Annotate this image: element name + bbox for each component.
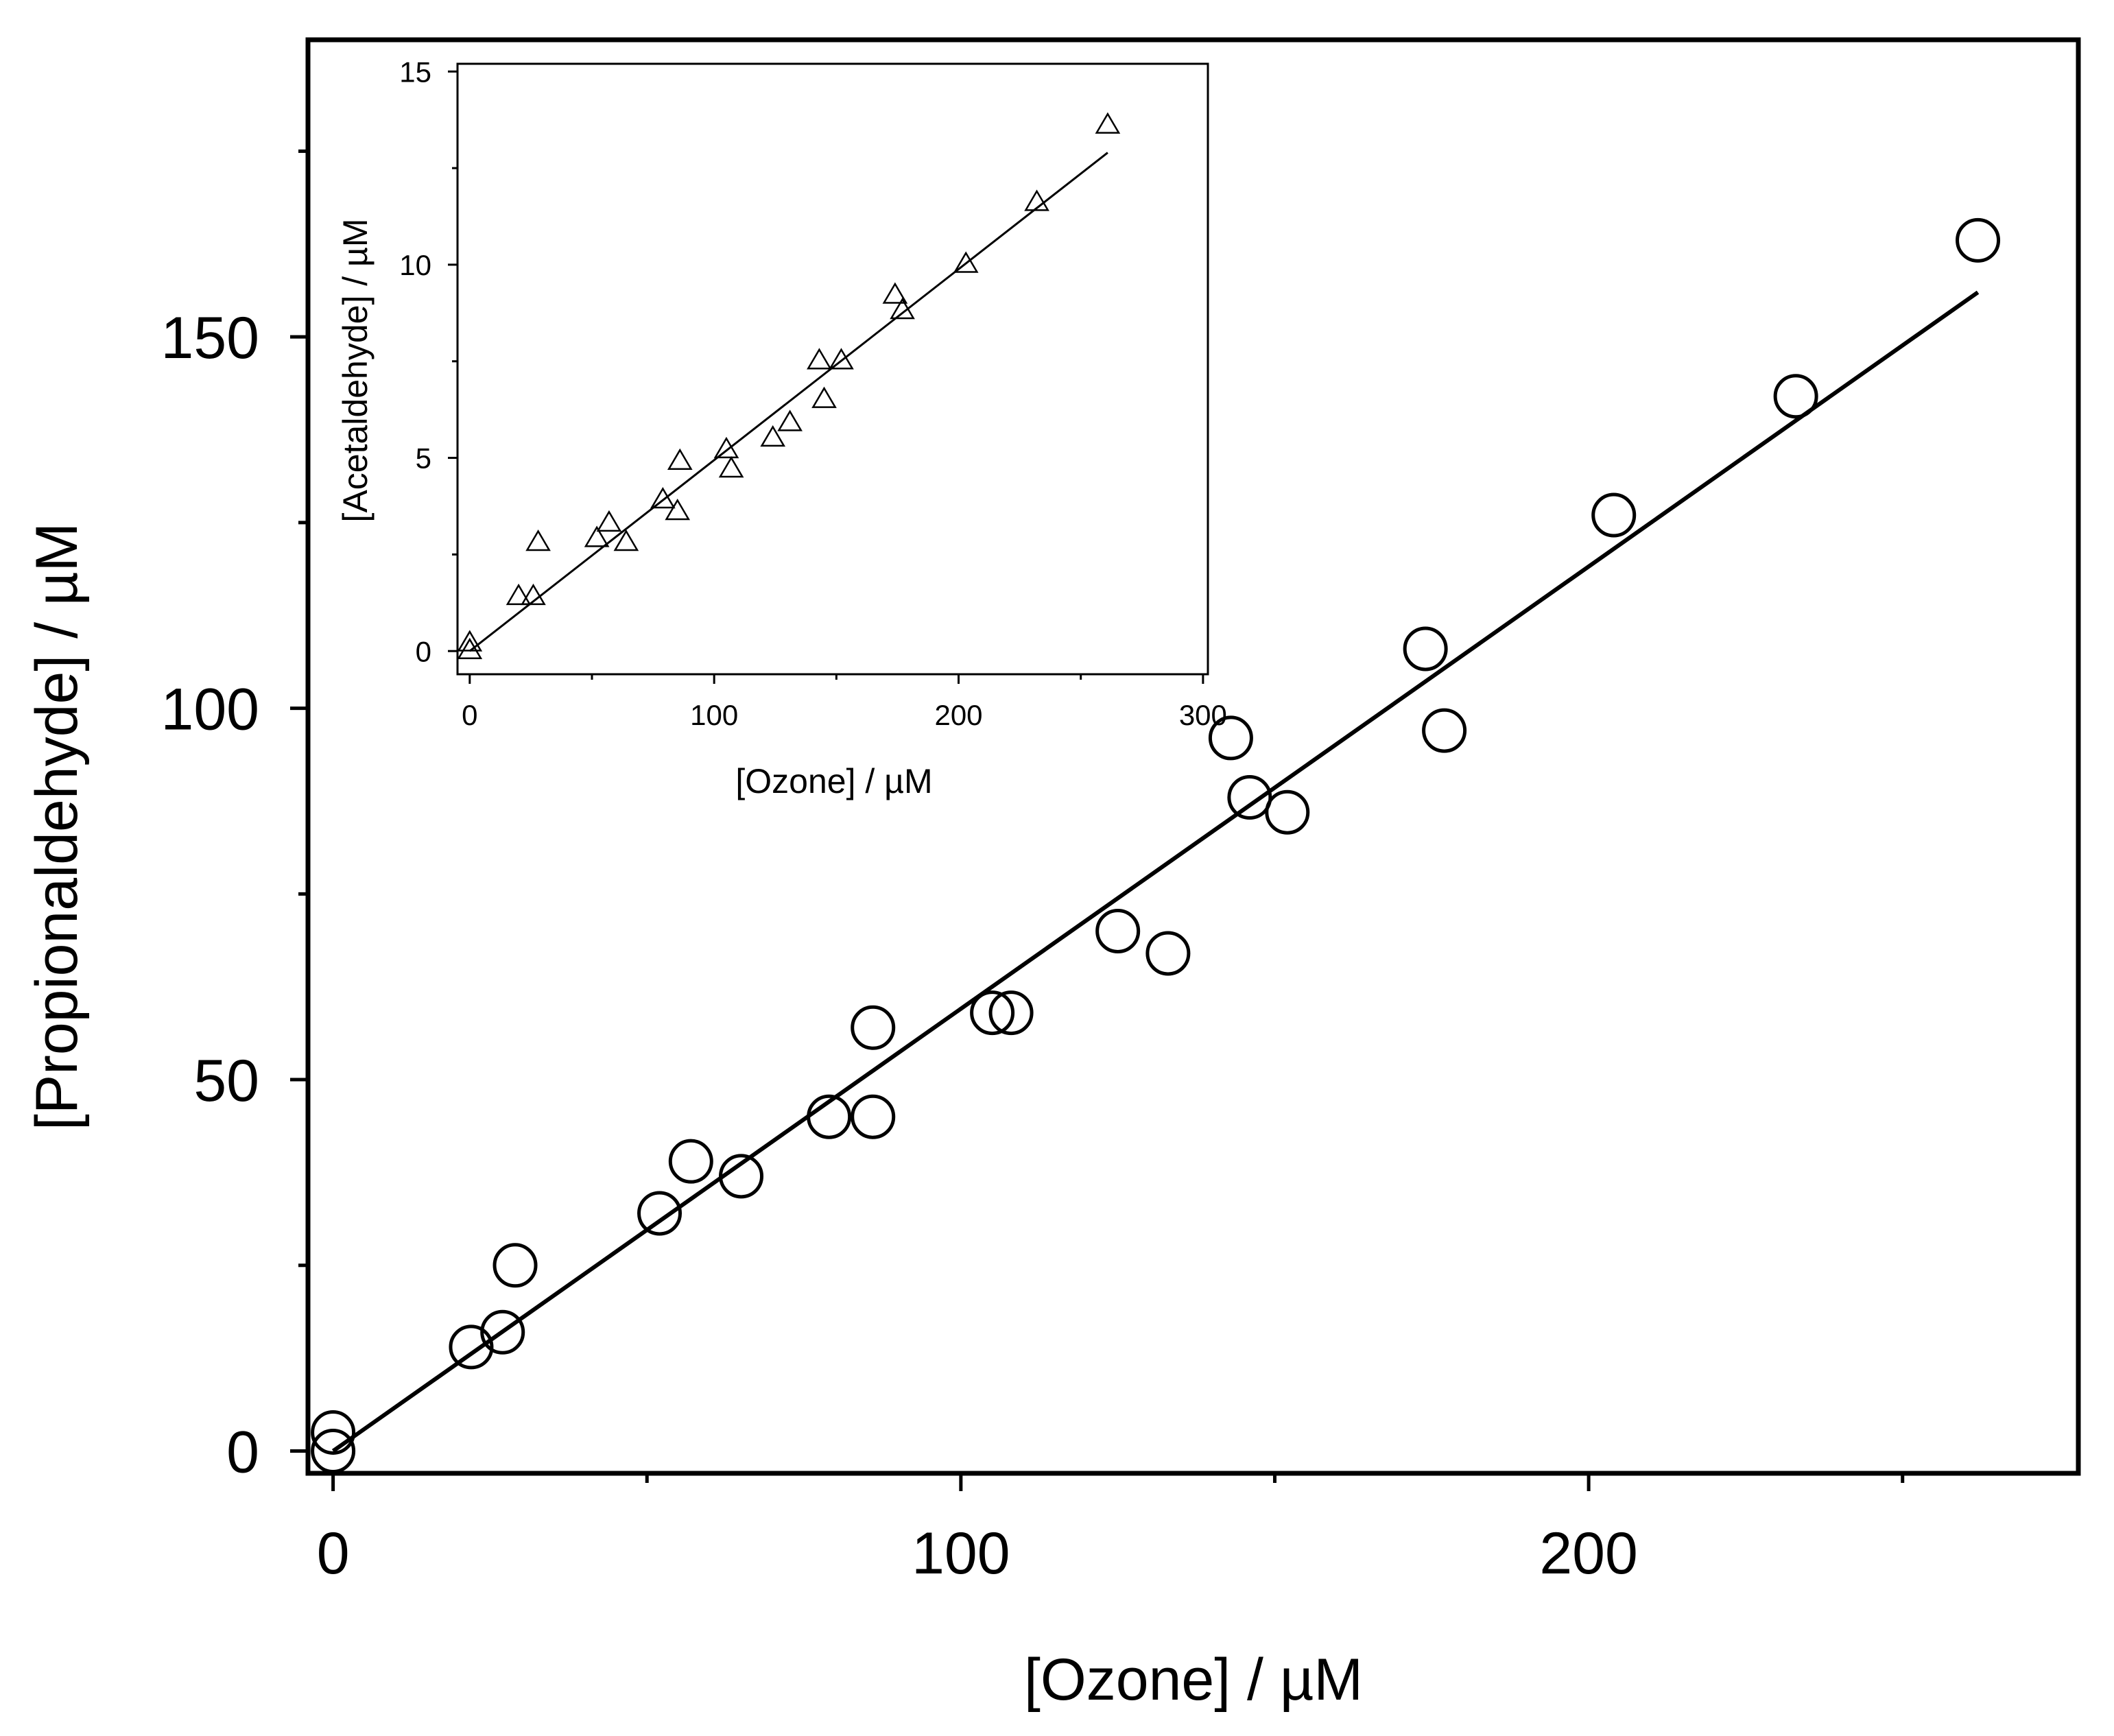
x-tick-label: 100 [912, 1521, 1010, 1586]
data-point [584, 525, 610, 547]
data-point [1024, 189, 1049, 211]
data-point [970, 990, 1015, 1036]
data-point [311, 1410, 356, 1455]
main-ticks [290, 149, 1905, 1491]
data-point [1145, 931, 1191, 976]
data-point [811, 386, 837, 408]
inset-fit-line [468, 152, 1108, 652]
inset-x-axis-label: [Ozone] / µM [735, 762, 932, 800]
data-point [718, 455, 744, 478]
data-point [668, 1139, 713, 1184]
data-point [650, 487, 676, 509]
inset-ticks [448, 70, 1204, 684]
data-point [637, 1191, 682, 1236]
data-point [890, 298, 915, 320]
main-x-axis-label: [Ozone] / µM [1024, 1647, 1363, 1713]
inset-data-points [457, 112, 1121, 659]
x-tick-label: 300 [1179, 699, 1227, 731]
main-y-axis-label: [Propionaldehyde] / µM [24, 523, 90, 1130]
y-tick-label: 5 [416, 442, 431, 475]
data-point [667, 448, 693, 470]
data-point [851, 1094, 896, 1139]
data-point [829, 348, 854, 370]
data-point [457, 637, 483, 659]
data-point [665, 498, 691, 521]
x-tick-label: 100 [690, 699, 738, 731]
data-point [613, 530, 639, 551]
data-point [807, 348, 832, 370]
data-point [713, 436, 739, 459]
data-point [1591, 492, 1637, 538]
data-point [1422, 708, 1467, 753]
data-point [1956, 217, 2001, 263]
y-tick-label: 10 [399, 249, 431, 281]
data-point [777, 409, 803, 431]
data-point [1095, 112, 1121, 134]
y-tick-label: 50 [193, 1048, 259, 1114]
y-tick-label: 150 [161, 305, 260, 371]
x-tick-label: 0 [462, 699, 477, 731]
data-point [311, 1429, 356, 1474]
data-point [521, 583, 546, 606]
data-point [882, 282, 908, 304]
data-point [457, 630, 483, 652]
data-point [1227, 775, 1272, 820]
y-tick-label: 100 [161, 677, 260, 743]
data-point [807, 1094, 852, 1139]
data-point [596, 510, 622, 532]
data-point [1265, 789, 1310, 835]
data-point [449, 1324, 494, 1370]
data-point [851, 1005, 896, 1050]
data-point [1095, 908, 1141, 953]
data-point [719, 1154, 764, 1199]
main-fit-line [331, 290, 1980, 1453]
x-tick-label: 0 [317, 1521, 350, 1586]
data-point [1208, 715, 1253, 761]
data-point [492, 1243, 538, 1288]
y-tick-label: 15 [399, 56, 431, 88]
main-plot-frame [305, 37, 2081, 1476]
x-tick-label: 200 [1539, 1521, 1638, 1586]
data-point [1773, 374, 1818, 419]
y-tick-label: 0 [416, 635, 431, 667]
main-data-points [311, 217, 2001, 1474]
inset-tick-labels: 0 100 200 300 0 5 10 15 [399, 56, 1227, 731]
inset-chart: 0 100 200 300 0 5 10 15 [Acetaldehyde] / µM [Oz… [336, 56, 1227, 800]
data-point [480, 1309, 525, 1355]
data-point [525, 530, 551, 551]
data-point [988, 990, 1034, 1036]
y-tick-label: 0 [226, 1419, 259, 1485]
x-tick-label: 200 [934, 699, 982, 731]
data-point [1403, 626, 1448, 671]
inset-y-axis-label: [Acetaldehyde] / µM [336, 219, 375, 523]
data-point [760, 425, 786, 447]
data-point [506, 583, 532, 606]
data-point [953, 251, 979, 273]
